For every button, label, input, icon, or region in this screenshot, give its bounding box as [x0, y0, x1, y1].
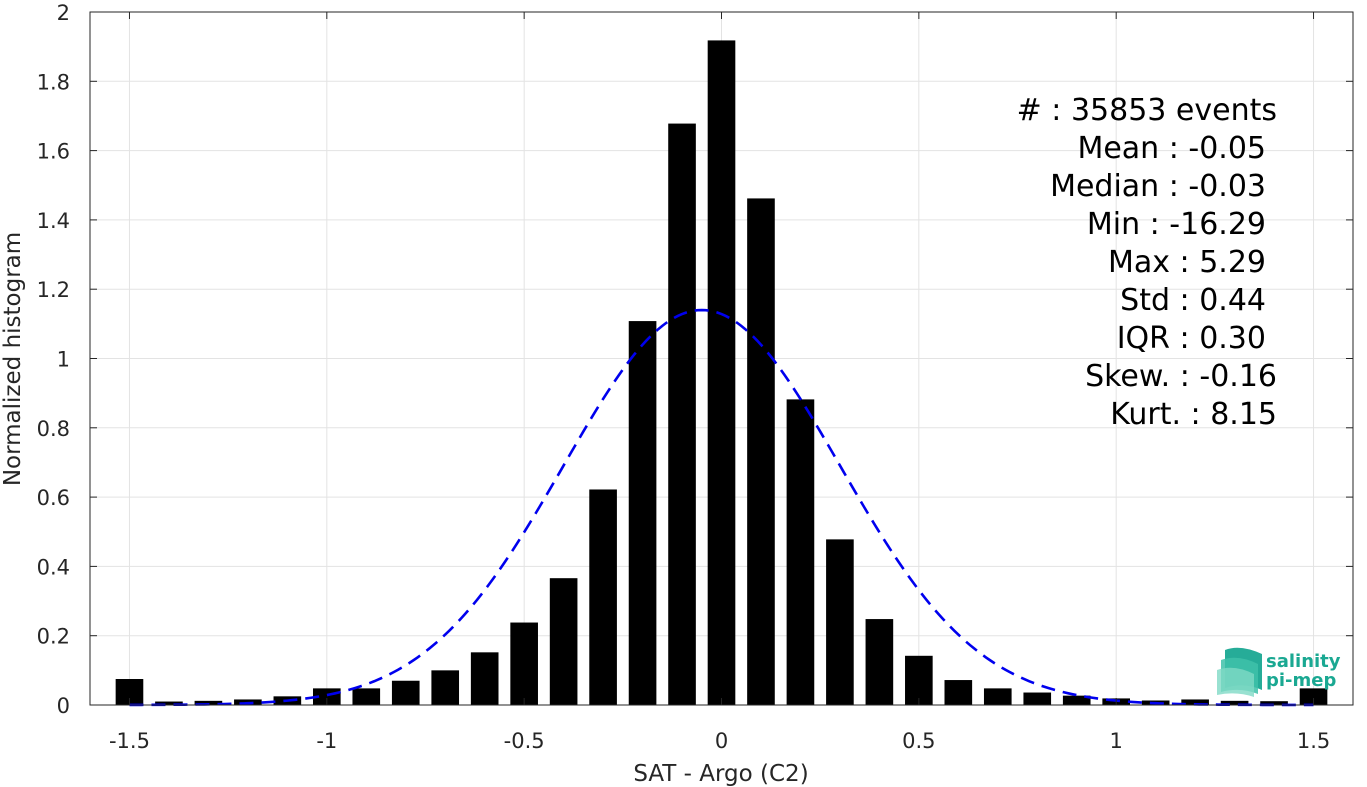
histogram-bar — [391, 680, 420, 705]
logo-waves-icon — [1217, 647, 1262, 697]
x-tick-label: 1 — [1110, 729, 1123, 753]
x-axis-ticks: -1.5 -1 -0.5 0 0.5 1 1.5 — [109, 12, 1330, 753]
stat-mean: Mean : -0.05 — [1077, 131, 1266, 166]
histogram-bar — [352, 688, 381, 705]
logo-text-line2: pi-mep — [1266, 670, 1336, 691]
y-tick-label: 0.6 — [37, 486, 70, 510]
x-tick-label: -0.5 — [504, 729, 545, 753]
stat-min: Min : -16.29 — [1087, 207, 1266, 242]
y-tick-label: 0.8 — [37, 417, 70, 441]
stat-events: # : 35853 events — [1017, 93, 1277, 128]
stat-max: Max : 5.29 — [1108, 245, 1266, 280]
x-tick-label: 1.5 — [1297, 729, 1330, 753]
histogram-bar — [707, 40, 736, 705]
y-tick-label: 1.4 — [37, 209, 70, 233]
histogram-bar — [1181, 699, 1209, 705]
histogram-bar — [905, 655, 933, 705]
x-axis-title: SAT - Argo (C2) — [633, 761, 808, 787]
histogram-bar — [983, 688, 1012, 705]
x-tick-label: 0.5 — [902, 729, 935, 753]
histogram-bar — [786, 399, 815, 705]
histogram-bar — [1062, 695, 1091, 705]
stat-kurt: Kurt. : 8.15 — [1110, 397, 1277, 432]
histogram-bar — [470, 652, 499, 705]
x-tick-label: 0 — [715, 729, 728, 753]
y-tick-label: 1.8 — [37, 70, 70, 94]
y-tick-label: 0.2 — [37, 625, 70, 649]
histogram-bar — [1220, 700, 1249, 705]
y-axis-ticks: 0 0.2 0.4 0.6 0.8 1 1.2 1.4 1.6 1.8 2 — [37, 1, 1353, 718]
histogram-bar — [826, 539, 854, 705]
salinity-pimep-logo: salinity pi-mep — [1217, 647, 1341, 697]
stats-annotation: # : 35853 events Mean : -0.05 Median : -… — [1017, 93, 1277, 432]
y-tick-label: 0.4 — [37, 555, 70, 579]
y-tick-label: 0 — [57, 694, 70, 718]
histogram-bar — [431, 670, 460, 705]
y-axis-title: Normalized histogram — [0, 232, 26, 486]
histogram-bar — [589, 489, 617, 705]
stat-iqr: IQR : 0.30 — [1117, 321, 1266, 356]
histogram-bar — [944, 680, 973, 705]
histogram-bar — [510, 622, 538, 705]
histogram-bar — [155, 701, 183, 705]
y-tick-label: 1 — [57, 348, 70, 372]
histogram-bar — [628, 321, 657, 705]
x-tick-label: -1.5 — [109, 729, 150, 753]
histogram-bar — [1023, 692, 1052, 705]
logo-text-line1: salinity — [1266, 651, 1341, 672]
y-tick-label: 2 — [57, 1, 70, 25]
histogram-bar — [747, 198, 775, 706]
histogram-bar — [865, 619, 894, 705]
stat-skew: Skew. : -0.16 — [1085, 359, 1277, 394]
stat-median: Median : -0.03 — [1050, 169, 1266, 204]
y-tick-label: 1.6 — [37, 140, 70, 164]
histogram-bar — [1260, 701, 1288, 705]
stat-std: Std : 0.44 — [1120, 283, 1266, 318]
histogram-bar — [1299, 688, 1328, 705]
histogram-bar — [194, 700, 223, 705]
y-tick-label: 1.2 — [37, 278, 70, 302]
histogram-bar — [668, 123, 696, 705]
x-tick-label: -1 — [316, 729, 337, 753]
histogram-bar — [549, 578, 578, 705]
